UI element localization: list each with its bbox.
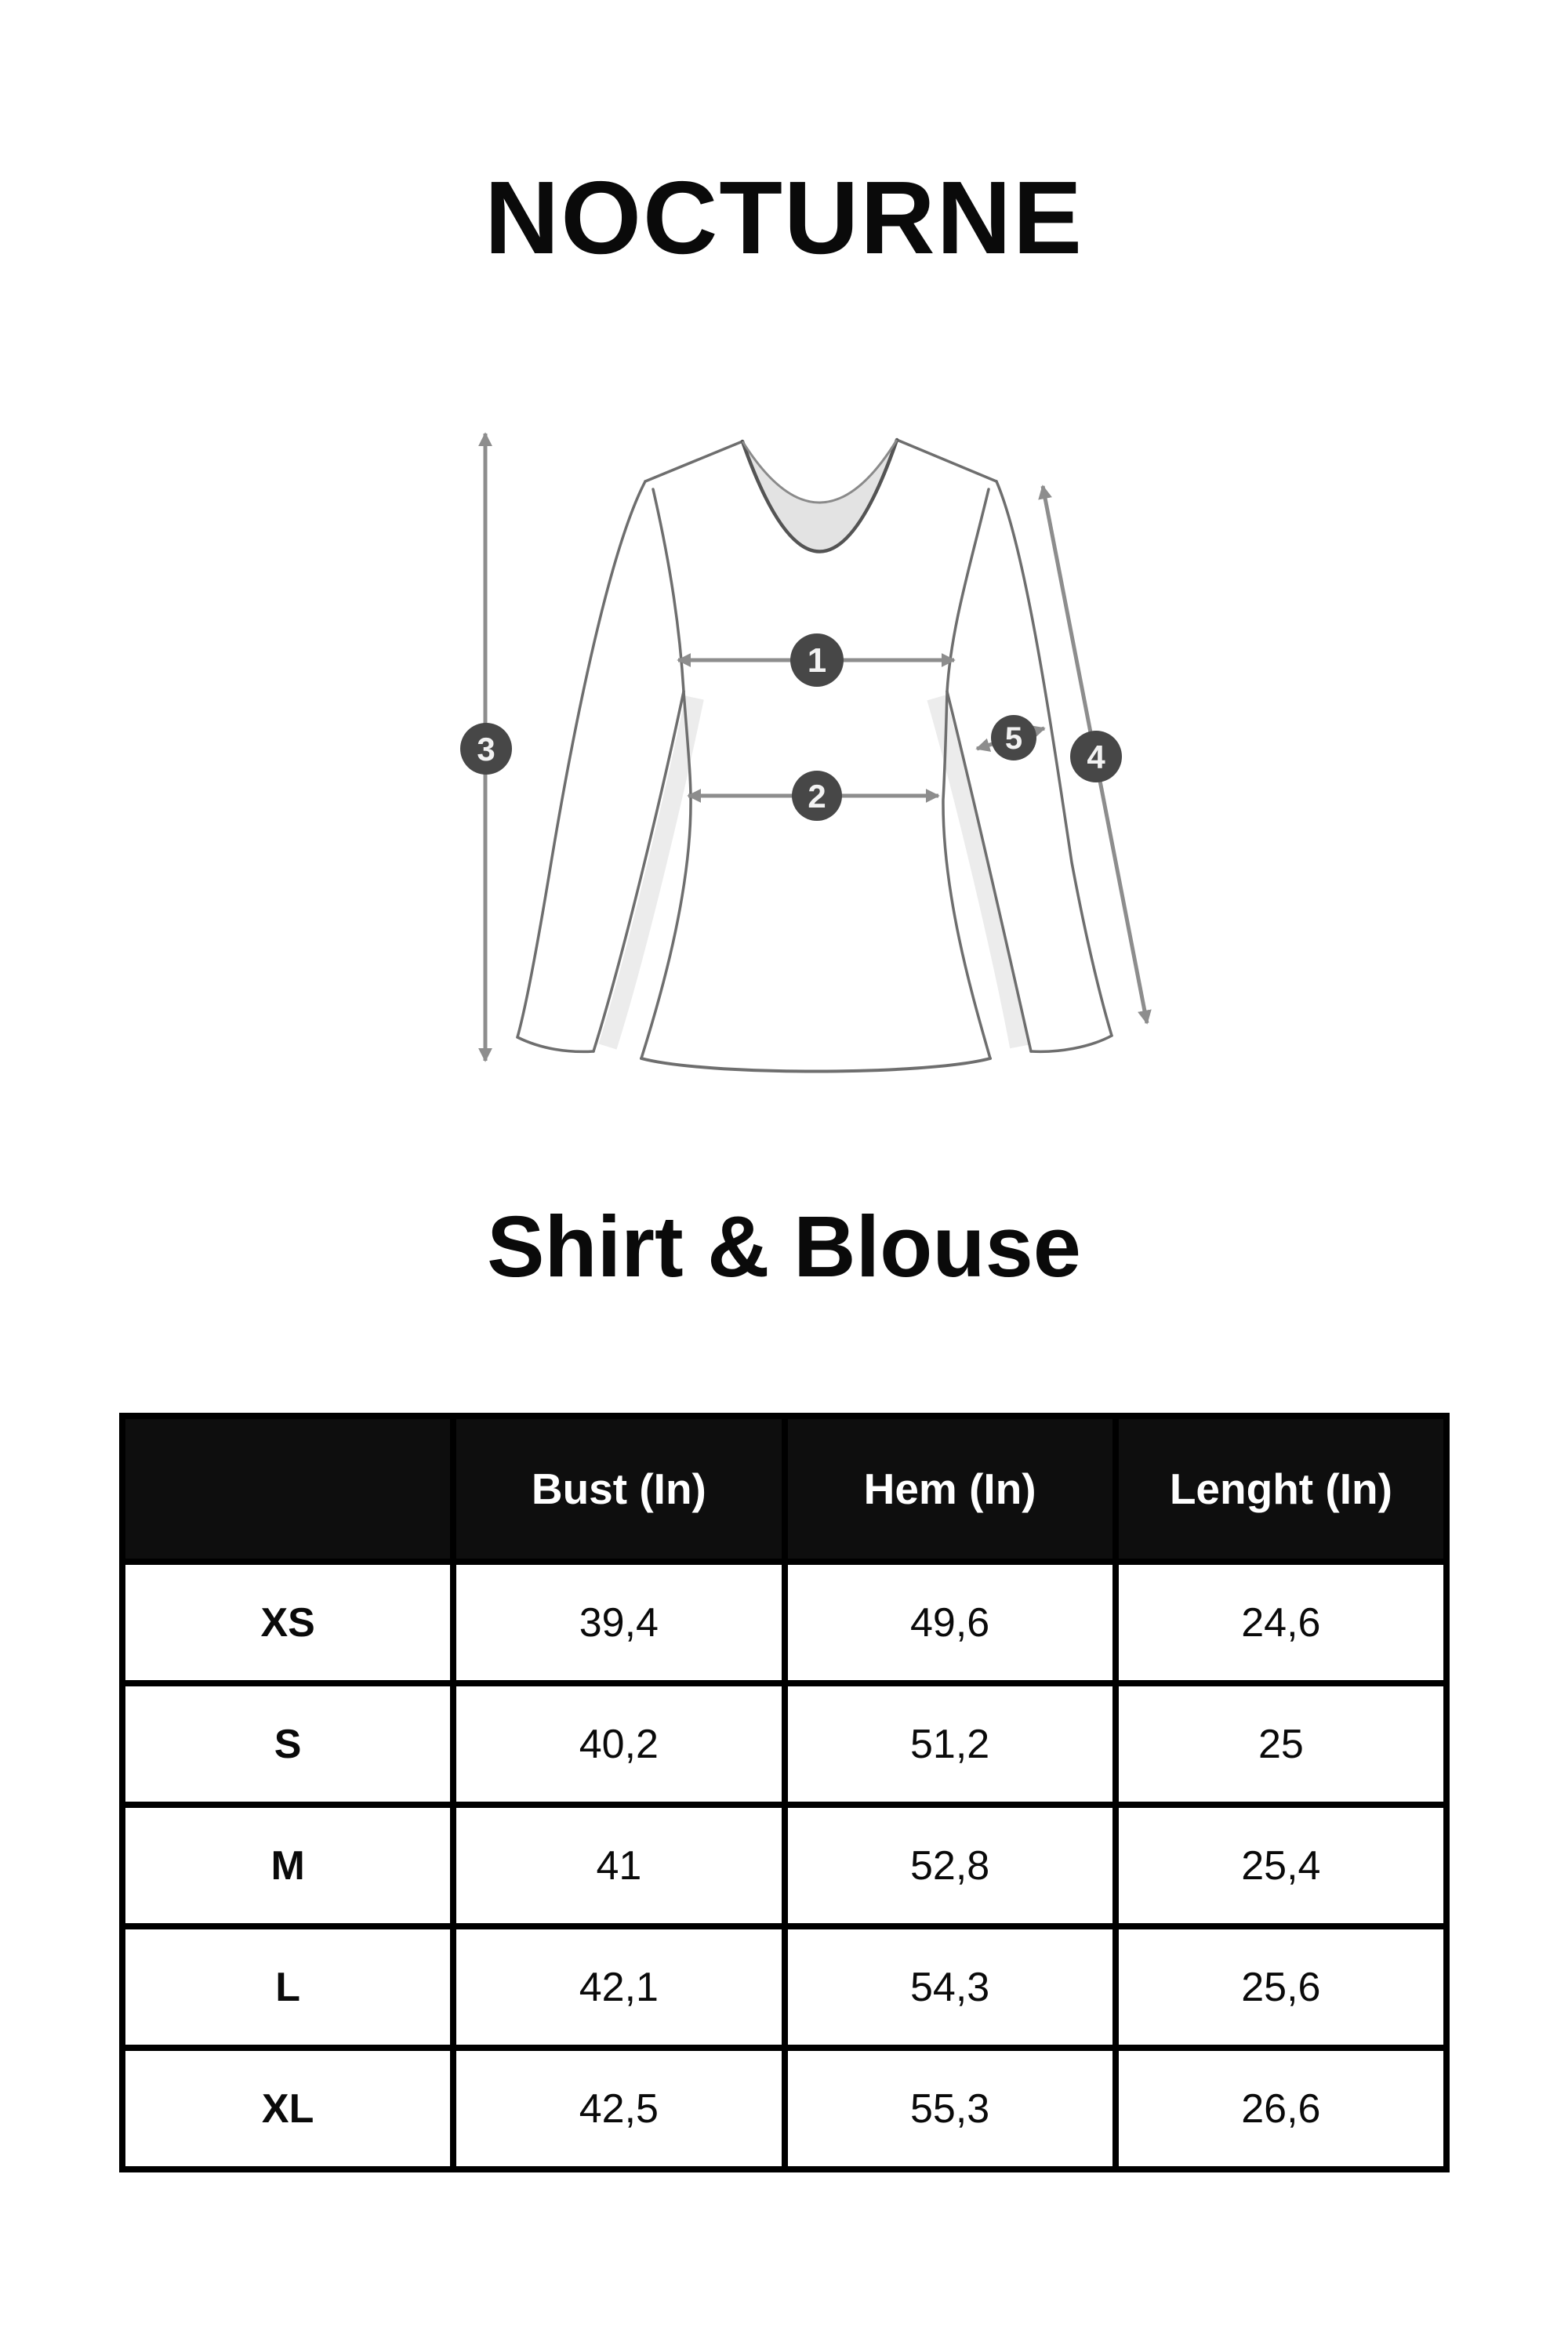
- table-row-xl: XL 42,5 55,3 26,6: [118, 2045, 1450, 2172]
- header-cell-size: [118, 1413, 457, 1565]
- length-value: 24,6: [1112, 1559, 1450, 1686]
- header-row: Bust (In) Hem (In) Lenght (In): [118, 1413, 1450, 1565]
- marker-4-circle: [1070, 731, 1122, 782]
- size-label: L: [118, 1923, 457, 2051]
- marker-3: 3: [460, 723, 512, 775]
- size-table-header: Bust (In) Hem (In) Lenght (In): [118, 1413, 1450, 1565]
- size-label: S: [118, 1680, 457, 1808]
- marker-3-circle: [460, 723, 512, 775]
- header-cell-bust: Bust (In): [450, 1413, 788, 1565]
- marker-3-number: 3: [477, 731, 495, 768]
- length-value: 26,6: [1112, 2045, 1450, 2172]
- hem-edge: [640, 1057, 992, 1073]
- body-right-edge: [942, 690, 992, 1060]
- table-row-s: S 40,2 51,2 25: [118, 1680, 1450, 1808]
- bust-value: 40,2: [450, 1680, 788, 1808]
- table-row-l: L 42,1 54,3 25,6: [118, 1923, 1450, 2051]
- marker-5-circle: [991, 715, 1036, 760]
- right-sleeve-inner-edge: [946, 690, 1033, 1053]
- marker-1-number: 1: [808, 641, 826, 680]
- marker-2-circle: [792, 771, 842, 821]
- collar-back-edge: [741, 439, 898, 504]
- section-title: Shirt & Blouse: [487, 1199, 1081, 1295]
- garment-measurement-diagram: 1 2 3 4 5: [423, 408, 1176, 1113]
- table-row-xs: XS 39,4 49,6 24,6: [118, 1559, 1450, 1686]
- length-value: 25,4: [1112, 1802, 1450, 1929]
- hem-value: 49,6: [781, 1559, 1119, 1686]
- left-shoulder-seam: [644, 440, 744, 483]
- header-cell-length: Lenght (In): [1112, 1413, 1450, 1565]
- brand-title: NOCTURNE: [485, 160, 1083, 275]
- shirt-body-fill: [641, 440, 990, 1072]
- table-row-m: M 41 52,8 25,4: [118, 1802, 1450, 1929]
- hem-value: 51,2: [781, 1680, 1119, 1808]
- marker-1-circle: [790, 633, 844, 687]
- body-left-edge: [640, 690, 692, 1060]
- left-seam-shadow: [598, 695, 704, 1050]
- bust-value: 41: [450, 1802, 788, 1929]
- size-table: Bust (In) Hem (In) Lenght (In) XS 39,4 4…: [118, 1413, 1450, 2172]
- left-sleeve-outer-edge: [516, 480, 647, 1039]
- hem-value: 54,3: [781, 1923, 1119, 2051]
- right-shoulder-seam: [895, 438, 998, 483]
- hem-value: 52,8: [781, 1802, 1119, 1929]
- marker-5: 5: [991, 715, 1036, 760]
- bust-value: 39,4: [450, 1559, 788, 1686]
- header-cell-hem: Hem (In): [781, 1413, 1119, 1565]
- left-sleeve-fill: [517, 481, 684, 1052]
- marker-1: 1: [790, 633, 844, 687]
- measurement-markers: 1 2 3 4 5: [460, 633, 1122, 821]
- bust-value: 42,5: [450, 2045, 788, 2172]
- shirt-diagram-svg: 1 2 3 4 5: [460, 432, 1152, 1073]
- size-label: M: [118, 1802, 457, 1929]
- left-sleeve-inner-edge: [592, 690, 685, 1053]
- right-seam-shadow: [927, 695, 1029, 1049]
- neckline-outer-edge: [740, 437, 899, 554]
- marker-5-number: 5: [1005, 721, 1022, 756]
- marker-4-number: 4: [1087, 739, 1105, 775]
- right-cuff-edge: [1029, 1034, 1113, 1054]
- hem-value: 55,3: [781, 2045, 1119, 2172]
- size-label: XS: [118, 1559, 457, 1686]
- length-value: 25,6: [1112, 1923, 1450, 2051]
- bust-value: 42,1: [450, 1923, 788, 2051]
- marker-2-number: 2: [808, 778, 826, 815]
- size-label: XL: [118, 2045, 457, 2172]
- marker-2: 2: [792, 771, 842, 821]
- left-cuff-edge: [516, 1036, 595, 1054]
- size-table-body: XS 39,4 49,6 24,6 S 40,2 51,2 25 M 41 52…: [118, 1559, 1450, 2172]
- length-value: 25: [1112, 1680, 1450, 1808]
- marker-4: 4: [1070, 731, 1122, 782]
